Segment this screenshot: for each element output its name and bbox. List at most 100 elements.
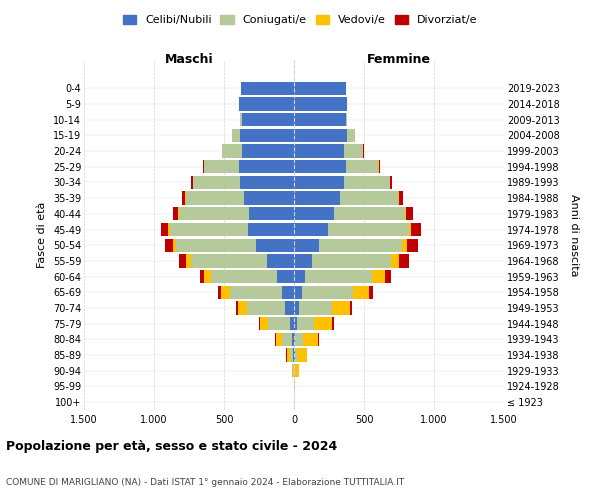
Bar — [294, 128, 347, 142]
Bar — [169, 223, 170, 236]
Bar — [294, 207, 334, 220]
Bar — [295, 348, 297, 362]
Bar — [191, 176, 193, 189]
Bar — [399, 254, 409, 268]
Bar — [294, 254, 311, 268]
Text: Femmine: Femmine — [367, 54, 431, 66]
Bar — [302, 286, 353, 299]
Bar — [293, 364, 294, 378]
Bar — [277, 270, 294, 283]
Bar — [340, 192, 398, 205]
Bar — [290, 348, 293, 362]
Bar — [268, 317, 290, 330]
Bar — [295, 364, 299, 378]
Bar — [236, 302, 238, 314]
Bar — [319, 238, 402, 252]
Bar — [179, 207, 248, 220]
Bar — [398, 192, 403, 205]
Bar — [297, 348, 307, 362]
Bar — [239, 160, 294, 173]
Bar — [294, 380, 295, 393]
Bar — [179, 254, 186, 268]
Bar — [205, 160, 239, 173]
Bar — [379, 160, 380, 173]
Bar — [294, 238, 319, 252]
Bar — [222, 144, 241, 158]
Bar — [405, 207, 406, 220]
Bar — [407, 238, 418, 252]
Bar — [412, 223, 421, 236]
Bar — [218, 286, 221, 299]
Bar — [314, 317, 332, 330]
Bar — [385, 270, 391, 283]
Bar — [344, 144, 364, 158]
Y-axis label: Fasce di età: Fasce di età — [37, 202, 47, 268]
Bar — [370, 286, 373, 299]
Bar — [240, 176, 294, 189]
Bar — [294, 98, 347, 110]
Bar — [193, 176, 240, 189]
Bar — [176, 238, 256, 252]
Bar — [332, 317, 334, 330]
Bar — [294, 192, 340, 205]
Bar — [238, 302, 247, 314]
Bar — [203, 160, 204, 173]
Bar — [239, 98, 294, 110]
Text: Popolazione per età, sesso e stato civile - 2024: Popolazione per età, sesso e stato civil… — [6, 440, 337, 453]
Bar — [334, 207, 405, 220]
Bar — [353, 286, 370, 299]
Bar — [164, 238, 173, 252]
Bar — [285, 302, 294, 314]
Y-axis label: Anni di nascita: Anni di nascita — [569, 194, 579, 276]
Bar — [346, 160, 379, 173]
Bar — [170, 223, 248, 236]
Text: Maschi: Maschi — [164, 54, 214, 66]
Bar — [346, 113, 347, 126]
Bar — [221, 286, 230, 299]
Bar — [294, 144, 344, 158]
Bar — [290, 317, 294, 330]
Bar — [211, 270, 277, 283]
Bar — [295, 332, 303, 346]
Bar — [259, 317, 260, 330]
Bar — [247, 302, 285, 314]
Bar — [173, 238, 176, 252]
Bar — [178, 207, 179, 220]
Bar — [240, 128, 294, 142]
Bar — [296, 317, 314, 330]
Bar — [373, 270, 385, 283]
Bar — [293, 348, 294, 362]
Bar — [305, 270, 373, 283]
Bar — [287, 348, 290, 362]
Bar — [294, 317, 296, 330]
Bar — [318, 332, 319, 346]
Bar — [282, 286, 294, 299]
Bar — [390, 176, 392, 189]
Text: COMUNE DI MARIGLIANO (NA) - Dati ISTAT 1° gennaio 2024 - Elaborazione TUTTITALIA: COMUNE DI MARIGLIANO (NA) - Dati ISTAT 1… — [6, 478, 404, 487]
Bar — [173, 207, 178, 220]
Bar — [402, 238, 407, 252]
Bar — [292, 332, 294, 346]
Bar — [282, 332, 292, 346]
Bar — [347, 128, 355, 142]
Bar — [200, 270, 204, 283]
Bar — [294, 160, 346, 173]
Bar — [256, 238, 294, 252]
Bar — [248, 223, 294, 236]
Bar — [299, 302, 332, 314]
Bar — [241, 82, 294, 95]
Bar — [350, 302, 352, 314]
Bar — [268, 254, 294, 268]
Bar — [191, 254, 268, 268]
Bar — [294, 223, 328, 236]
Bar — [230, 286, 282, 299]
Bar — [294, 286, 302, 299]
Bar — [294, 332, 295, 346]
Bar — [260, 317, 268, 330]
Bar — [294, 82, 346, 95]
Bar — [344, 176, 389, 189]
Bar — [409, 223, 412, 236]
Bar — [294, 113, 346, 126]
Bar — [185, 192, 244, 205]
Bar — [332, 302, 350, 314]
